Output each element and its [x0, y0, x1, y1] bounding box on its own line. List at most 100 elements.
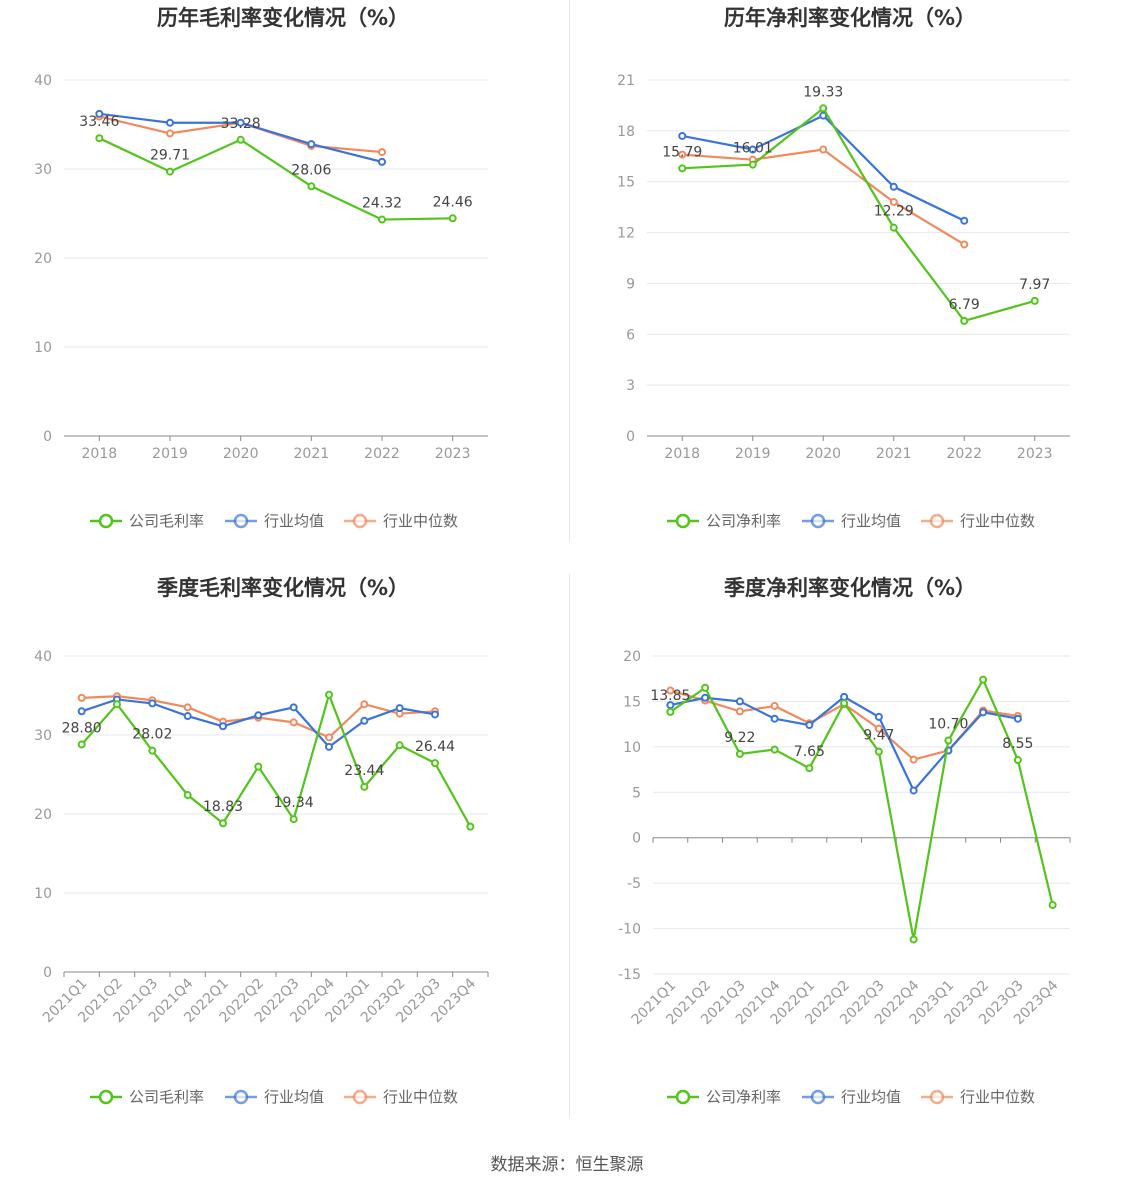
- data-point: [148, 699, 157, 708]
- legend-marker: [929, 1089, 945, 1105]
- series-line: [682, 148, 965, 246]
- y-tick-label: 15: [617, 175, 635, 191]
- data-point: [748, 145, 757, 154]
- data-point: [1013, 714, 1022, 723]
- divider-bottom: [569, 574, 570, 1118]
- data-point: [819, 111, 828, 120]
- series-line: [669, 677, 1054, 940]
- data-point: [735, 707, 744, 716]
- y-tick-label: 20: [623, 649, 641, 665]
- data-point: [378, 215, 386, 224]
- y-tick-label: 40: [34, 73, 52, 89]
- data-point: [254, 762, 263, 771]
- data-label: 6.79: [949, 297, 980, 313]
- x-tick-label: 2022: [946, 446, 982, 462]
- legend-label: 行业中位数: [960, 1088, 1035, 1106]
- legend-item: 行业均值: [802, 1088, 901, 1106]
- data-point: [236, 135, 245, 144]
- data-point: [183, 712, 192, 721]
- data-point: [360, 782, 369, 791]
- legend-marker: [98, 1089, 114, 1105]
- data-point: [95, 134, 104, 143]
- x-tick-label: 2021: [876, 446, 912, 462]
- data-point: [889, 198, 898, 207]
- data-point: [840, 692, 849, 701]
- legend-marker: [352, 1089, 368, 1105]
- data-point: [889, 223, 898, 232]
- data-point: [219, 819, 227, 828]
- x-tick-label: 2023: [1017, 446, 1053, 462]
- divider-top: [569, 0, 570, 542]
- series-line: [682, 114, 965, 222]
- legend-marker: [675, 1089, 691, 1105]
- x-tick-label: 2018: [664, 446, 700, 462]
- data-point: [95, 109, 104, 118]
- legend-label: 行业中位数: [383, 512, 458, 530]
- data-point: [1048, 900, 1057, 909]
- chart-svg: 历年净利率变化情况（%） 0 3 6 9 12 15 18 21 2018 2019 2020 2021…: [617, 6, 1070, 530]
- data-label: 9.47: [863, 728, 894, 744]
- data-point: [874, 724, 883, 733]
- data-label: 24.46: [433, 194, 473, 210]
- y-tick-label: 0: [43, 429, 52, 445]
- y-tick-label: 30: [34, 162, 52, 178]
- data-point: [770, 745, 779, 754]
- legend-label: 行业中位数: [383, 1088, 458, 1106]
- legend-label: 行业均值: [841, 512, 901, 530]
- data-point: [448, 214, 457, 223]
- data-point: [678, 164, 687, 173]
- data-label: 28.80: [62, 720, 102, 736]
- data-point: [77, 693, 86, 702]
- data-point: [678, 150, 687, 159]
- data-point: [325, 690, 333, 699]
- x-tick-label: 2018: [82, 446, 118, 462]
- x-tick-label: 2019: [152, 446, 188, 462]
- y-tick-label: -10: [618, 922, 641, 938]
- chart-title: 历年毛利率变化情况（%）: [157, 6, 409, 30]
- data-point: [666, 707, 675, 716]
- chart-title: 季度毛利率变化情况（%）: [157, 576, 409, 600]
- y-tick-label: 20: [34, 807, 52, 823]
- data-point: [805, 721, 814, 730]
- legend-label: 行业均值: [264, 1088, 324, 1106]
- data-point: [701, 693, 710, 702]
- data-label: 7.97: [1019, 277, 1050, 293]
- data-point: [819, 145, 828, 154]
- data-label: 19.33: [803, 84, 843, 100]
- legend-item: 行业均值: [802, 512, 901, 530]
- legend-label: 公司净利率: [706, 512, 781, 530]
- y-tick-label: 9: [626, 276, 635, 292]
- data-point: [770, 701, 779, 710]
- data-label: 7.65: [794, 744, 825, 760]
- y-tick-label: 10: [34, 340, 52, 356]
- chart-title: 季度净利率变化情况（%）: [724, 576, 976, 600]
- data-point: [77, 707, 86, 716]
- data-point: [909, 755, 918, 764]
- data-point: [148, 746, 157, 755]
- data-label: 15.79: [662, 144, 702, 160]
- legend-item: 行业中位数: [344, 512, 458, 530]
- data-point: [770, 714, 779, 723]
- data-point: [360, 716, 369, 725]
- data-point: [307, 140, 316, 149]
- data-point: [960, 240, 969, 249]
- legend-item: 公司毛利率: [90, 1088, 204, 1106]
- data-point: [748, 160, 757, 169]
- data-point: [979, 675, 988, 684]
- series-line: [98, 137, 453, 221]
- y-tick-label: 12: [617, 226, 635, 242]
- legend-item: 公司净利率: [667, 1088, 781, 1106]
- data-point: [307, 182, 316, 191]
- data-label: 19.34: [274, 795, 314, 811]
- data-point: [678, 131, 687, 140]
- chart-svg: 季度净利率变化情况（%）-15-10-5051015202021Q12021Q2…: [618, 576, 1071, 1106]
- data-point: [254, 711, 263, 720]
- x-tick-label: 2020: [223, 446, 259, 462]
- data-point: [325, 742, 333, 751]
- chart-annual-gross-margin: 历年毛利率变化情况（%） 0 10 20 30 40 2018 2019 2020 2021 202…: [0, 0, 567, 560]
- data-label: 16.01: [733, 141, 773, 157]
- legend-label: 公司毛利率: [129, 1088, 204, 1106]
- data-point: [909, 935, 918, 944]
- y-tick-label: 40: [34, 649, 52, 665]
- data-point: [466, 822, 475, 831]
